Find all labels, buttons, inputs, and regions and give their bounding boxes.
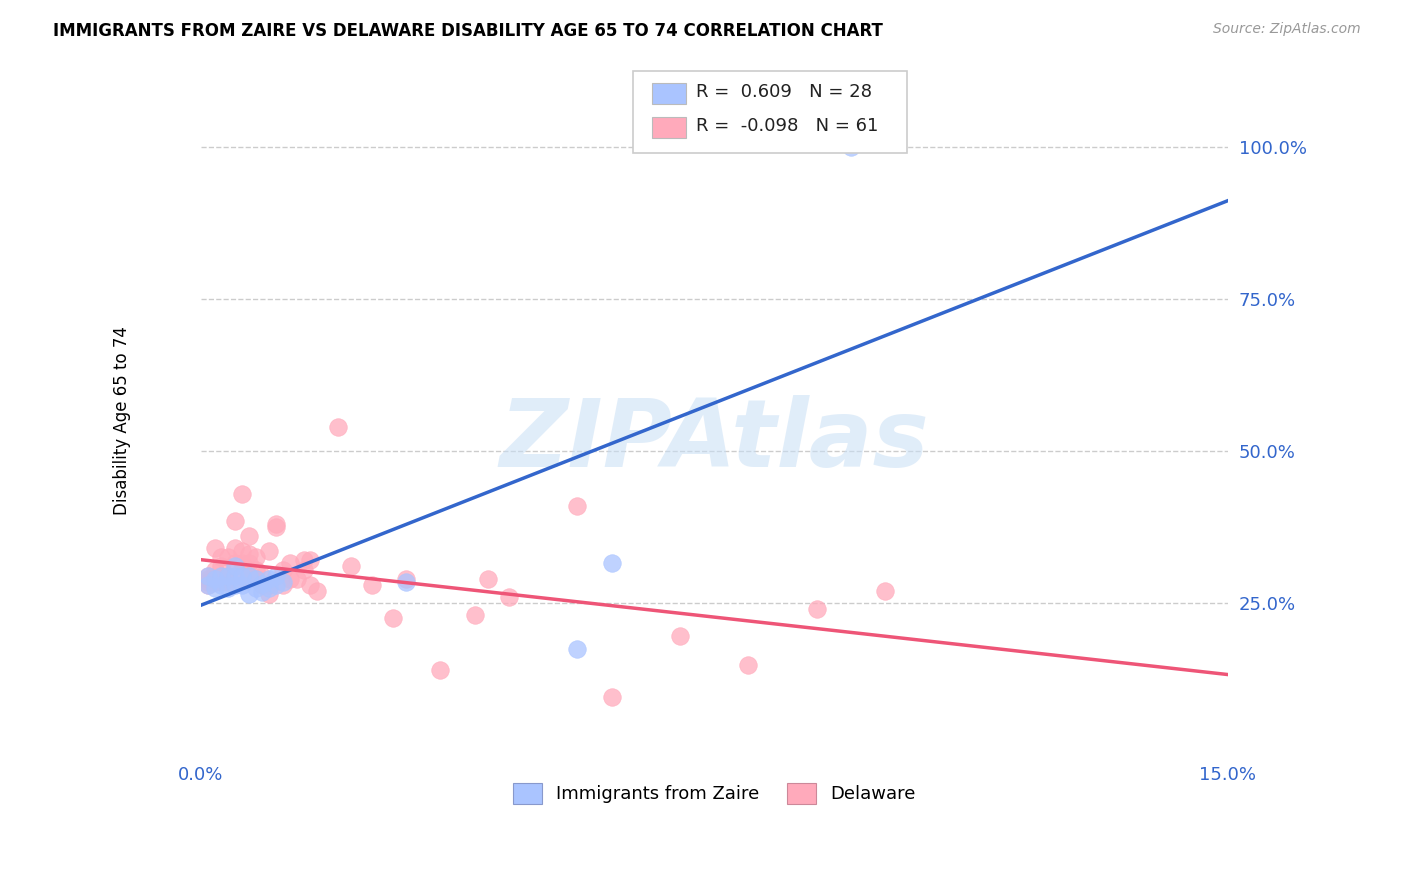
Point: [264, 520, 287, 534]
Text: Source: ZipAtlas.com: Source: ZipAtlas.com: [1213, 22, 1361, 37]
Point: [209, 550, 232, 565]
Point: [264, 516, 287, 531]
Point: [245, 572, 267, 586]
Point: [875, 583, 897, 598]
Point: [217, 550, 239, 565]
Point: [264, 578, 287, 592]
Point: [238, 587, 260, 601]
Point: [737, 657, 759, 672]
Point: [600, 557, 623, 571]
Point: [567, 641, 589, 656]
Point: [395, 572, 418, 586]
Point: [245, 581, 267, 595]
Point: [204, 572, 226, 586]
Point: [278, 572, 301, 586]
Point: [264, 568, 287, 582]
Point: [299, 553, 322, 567]
Point: [285, 572, 308, 586]
Point: [217, 572, 239, 586]
Point: [464, 608, 486, 623]
Point: [839, 140, 862, 154]
Y-axis label: Disability Age 65 to 74: Disability Age 65 to 74: [114, 326, 131, 515]
Point: [204, 581, 226, 595]
Point: [231, 486, 253, 500]
Point: [278, 557, 301, 571]
Point: [224, 578, 246, 592]
Point: [224, 514, 246, 528]
Point: [600, 690, 623, 705]
Point: [567, 499, 589, 513]
Point: [395, 574, 418, 589]
Point: [217, 581, 239, 595]
Point: [204, 541, 226, 556]
Point: [361, 578, 384, 592]
Point: [238, 568, 260, 582]
Point: [209, 574, 232, 589]
Point: [204, 562, 226, 576]
Point: [238, 557, 260, 571]
Point: [271, 574, 294, 589]
Point: [197, 578, 219, 592]
Point: [197, 568, 219, 582]
Point: [209, 568, 232, 582]
Point: [224, 568, 246, 582]
Point: [259, 572, 281, 586]
Point: [259, 581, 281, 595]
Point: [231, 568, 253, 582]
Point: [209, 559, 232, 574]
Point: [259, 587, 281, 601]
Point: [197, 574, 219, 589]
Point: [217, 568, 239, 582]
Point: [197, 572, 219, 586]
Point: [299, 578, 322, 592]
Point: [307, 583, 329, 598]
Point: [252, 568, 274, 582]
Point: [224, 541, 246, 556]
Point: [238, 547, 260, 561]
Point: [209, 578, 232, 592]
Point: [259, 578, 281, 592]
Point: [238, 529, 260, 543]
Legend: Immigrants from Zaire, Delaware: Immigrants from Zaire, Delaware: [503, 774, 924, 813]
Point: [498, 590, 520, 604]
Point: [245, 572, 267, 586]
Point: [224, 557, 246, 571]
Point: [217, 574, 239, 589]
Point: [326, 419, 349, 434]
Point: [259, 544, 281, 558]
Point: [271, 562, 294, 576]
Point: [197, 568, 219, 582]
Point: [231, 578, 253, 592]
Point: [224, 559, 246, 574]
Point: [238, 568, 260, 582]
Point: [231, 544, 253, 558]
Point: [209, 568, 232, 582]
Point: [197, 578, 219, 592]
Point: [429, 663, 451, 677]
Point: [231, 557, 253, 571]
Point: [252, 576, 274, 591]
Point: [217, 568, 239, 582]
Point: [245, 562, 267, 576]
Point: [292, 553, 315, 567]
Point: [204, 574, 226, 589]
Text: IMMIGRANTS FROM ZAIRE VS DELAWARE DISABILITY AGE 65 TO 74 CORRELATION CHART: IMMIGRANTS FROM ZAIRE VS DELAWARE DISABI…: [53, 22, 883, 40]
Point: [271, 578, 294, 592]
Point: [252, 585, 274, 599]
Point: [292, 562, 315, 576]
Point: [245, 550, 267, 565]
Text: R =  0.609   N = 28: R = 0.609 N = 28: [696, 83, 872, 101]
Point: [669, 629, 692, 643]
Point: [252, 578, 274, 592]
Point: [231, 572, 253, 586]
Point: [477, 572, 499, 586]
Text: R =  -0.098   N = 61: R = -0.098 N = 61: [696, 117, 879, 135]
Point: [806, 602, 828, 616]
Text: ZIPAtlas: ZIPAtlas: [499, 394, 929, 487]
Point: [340, 559, 363, 574]
Point: [381, 611, 404, 625]
